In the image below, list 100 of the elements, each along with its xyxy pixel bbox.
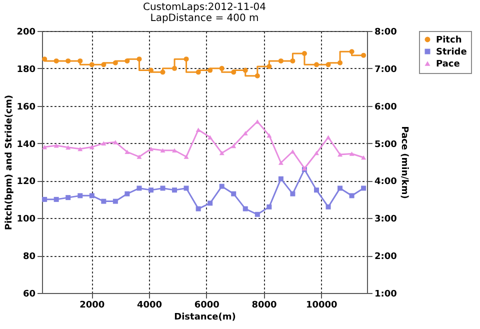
point (338, 152, 343, 157)
point (338, 60, 343, 66)
point (124, 58, 130, 64)
point (124, 191, 130, 196)
y2-tick-label: 1:00 (374, 290, 397, 300)
y-axis-title: Pitch(bpm) and Stride(cm) (4, 94, 15, 230)
y2-tick-label: 8:00 (374, 28, 397, 38)
point (361, 186, 366, 191)
point (66, 145, 71, 150)
point (278, 160, 284, 165)
point (78, 146, 83, 152)
y2-tick-label: 5:00 (374, 140, 397, 150)
point (290, 191, 296, 196)
point (196, 128, 201, 132)
y-tick-label: 100 (16, 214, 36, 225)
point (326, 135, 331, 140)
point (89, 144, 94, 150)
point (266, 64, 272, 70)
legend-label: Pace (436, 60, 460, 70)
point (326, 204, 331, 210)
point (242, 68, 248, 73)
point (172, 66, 178, 71)
chart-subtitle: LapDistance = 400 m (150, 13, 259, 24)
point (160, 148, 166, 153)
x-tick-label: 6000 (194, 300, 220, 310)
point (78, 58, 83, 64)
point (361, 52, 366, 58)
point (266, 204, 272, 210)
point (196, 206, 201, 212)
point (349, 49, 354, 54)
point (148, 68, 154, 73)
point (54, 196, 59, 202)
point (314, 62, 320, 68)
point (208, 200, 213, 206)
point (361, 155, 366, 160)
point (78, 193, 83, 198)
point (66, 195, 71, 200)
point (266, 133, 272, 138)
point (349, 193, 354, 198)
point (219, 184, 224, 189)
point (160, 70, 166, 75)
point (54, 143, 59, 148)
point (231, 191, 236, 196)
point (278, 176, 284, 182)
y2-tick-label: 3:00 (374, 214, 397, 225)
point (314, 150, 320, 156)
point (314, 188, 320, 193)
x-tick-label: 8000 (252, 300, 277, 310)
y-tick-label: 60 (22, 290, 36, 300)
point (184, 186, 189, 191)
x-tick-label: 2000 (80, 300, 105, 310)
point (101, 62, 106, 68)
point (42, 56, 48, 62)
point (136, 154, 142, 159)
point (136, 186, 142, 191)
legend-label: Stride (436, 48, 467, 58)
x-tick-label: 10000 (306, 300, 338, 310)
point (242, 206, 248, 212)
point (101, 141, 106, 146)
point (326, 62, 331, 68)
y2-tick-label: 6:00 (374, 102, 397, 112)
point (172, 148, 178, 153)
point (349, 152, 354, 156)
y-tick-label: 120 (16, 177, 36, 188)
point (290, 58, 296, 64)
point (42, 144, 48, 150)
point (42, 196, 48, 202)
point (124, 150, 130, 154)
point (254, 212, 260, 217)
point (231, 70, 236, 75)
y-tick-label: 180 (16, 64, 36, 75)
y-tick-label: 140 (16, 140, 36, 150)
chart-title: CustomLaps:2012-11-04 (142, 2, 266, 13)
y2-tick-label: 2:00 (374, 252, 397, 262)
point (89, 62, 94, 68)
point (219, 150, 224, 156)
point (148, 188, 154, 193)
y-tick-label: 200 (16, 28, 36, 38)
y-tick-label: 80 (22, 252, 36, 262)
point (101, 198, 106, 204)
y2-tick-label: 4:00 (374, 177, 397, 188)
point (172, 188, 178, 193)
y-tick-label: 160 (16, 102, 36, 112)
point (196, 70, 201, 75)
point (112, 198, 118, 204)
x-tick-label: 4000 (136, 300, 162, 310)
point (184, 154, 189, 159)
point (208, 68, 213, 73)
y2-tick-label: 7:00 (374, 64, 397, 75)
x-axis-title: Distance(m) (174, 312, 236, 322)
legend-label: Pitch (436, 36, 462, 46)
point (89, 193, 94, 198)
point (66, 58, 71, 64)
point (184, 56, 189, 62)
point (160, 186, 166, 191)
point (136, 56, 142, 62)
point (112, 60, 118, 66)
point (302, 50, 307, 56)
point (208, 135, 213, 140)
point (54, 58, 59, 64)
